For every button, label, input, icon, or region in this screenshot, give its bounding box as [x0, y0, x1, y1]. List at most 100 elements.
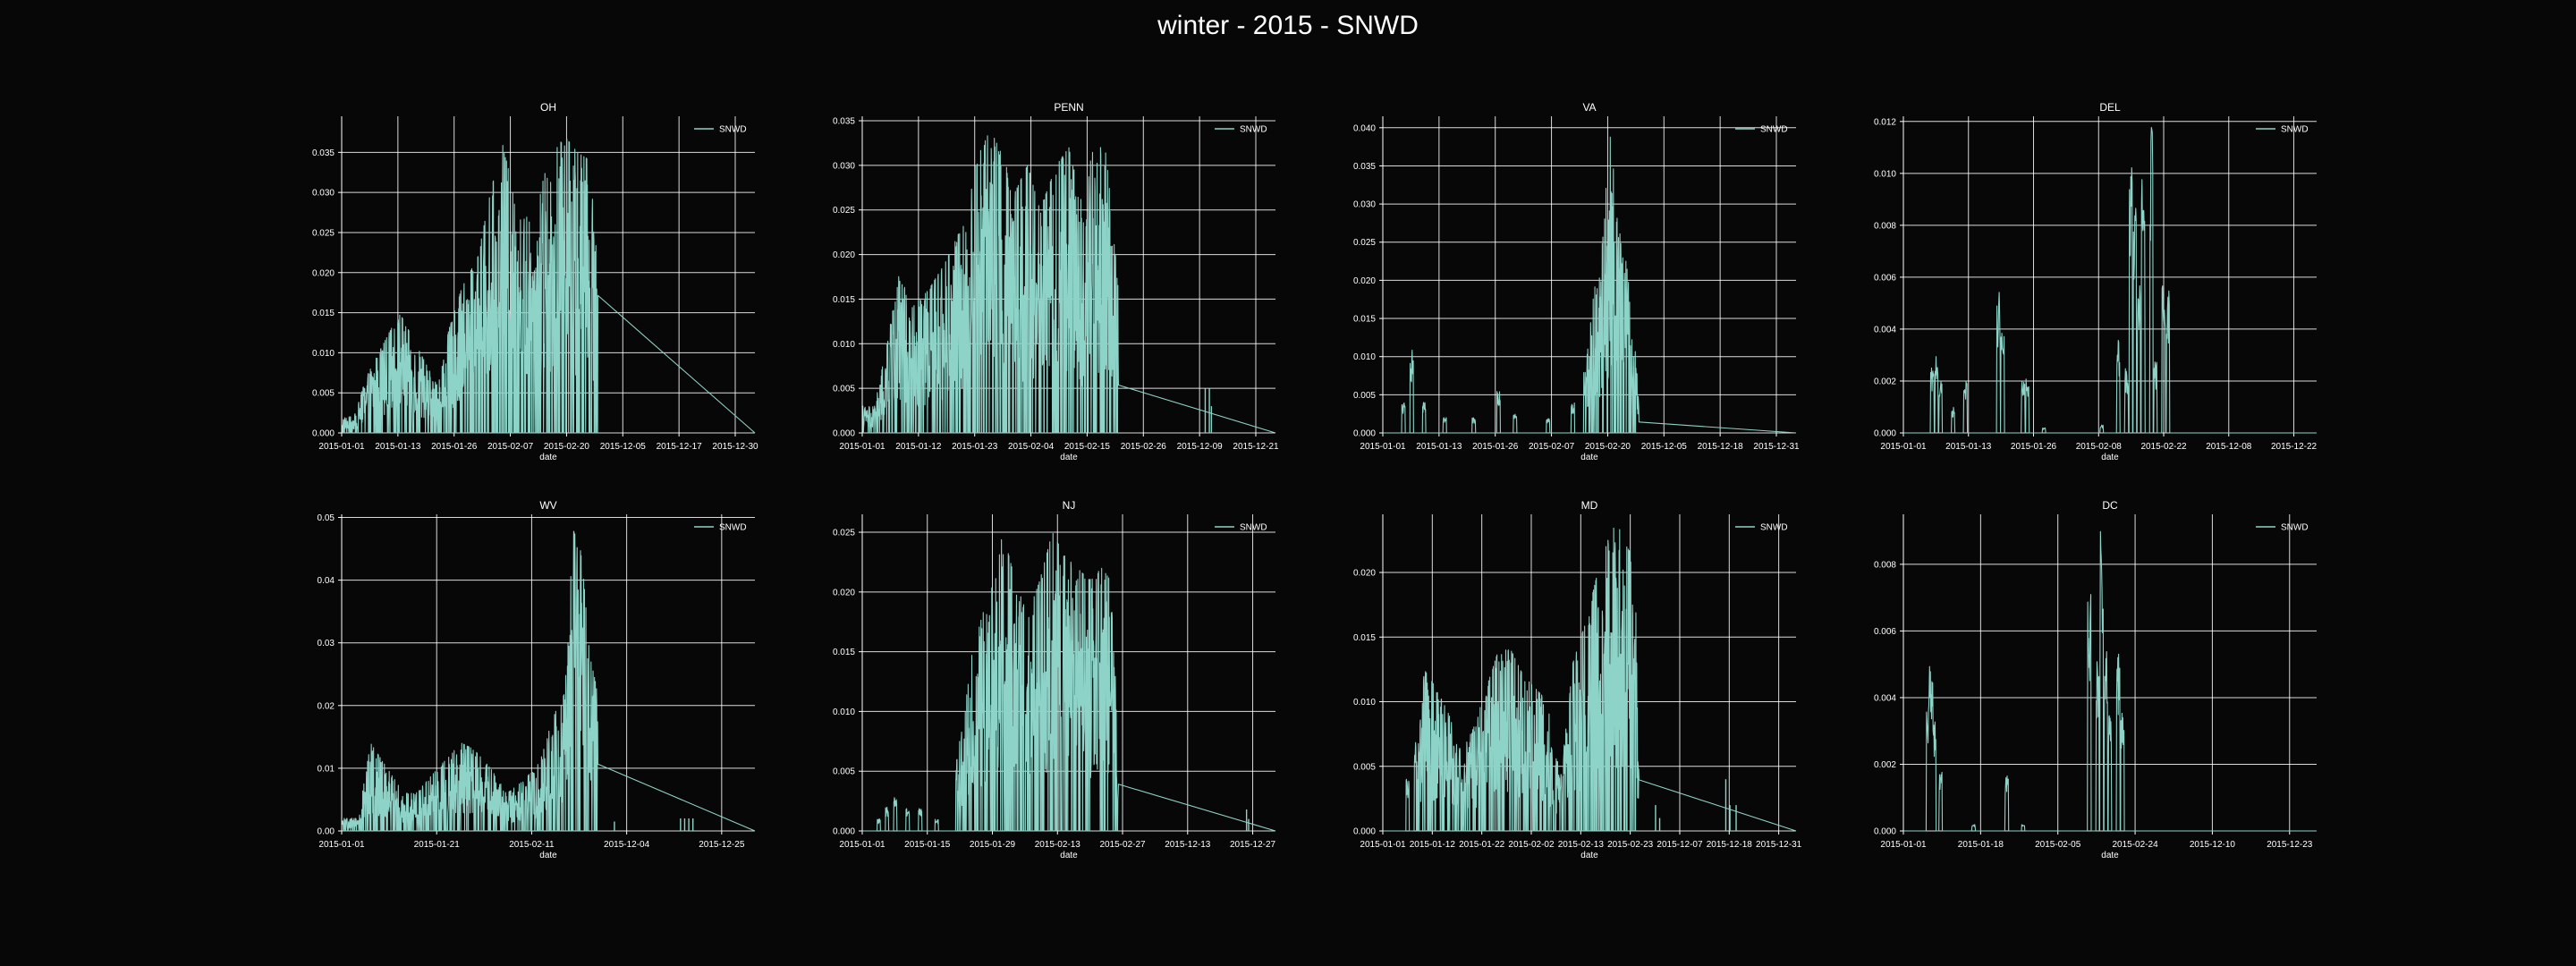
y-tick-label: 0.025	[833, 206, 855, 216]
y-tick-label: 0.015	[312, 309, 335, 318]
legend-label: SNWD	[1240, 523, 1267, 533]
y-tick-label: 0.040	[1353, 123, 1376, 133]
y-tick-label: 0.005	[312, 389, 335, 399]
snwd-series-line	[1382, 136, 1797, 434]
x-tick-label: 2015-02-20	[1585, 442, 1631, 452]
x-tick-label: 2015-02-23	[1607, 840, 1654, 850]
y-tick-label: 0.012	[1874, 117, 1896, 127]
chart-panel-md: MD 0.000 0.005 0.010 0.015 0.020 2015-01-01 201…	[1353, 499, 1802, 860]
y-tick-label: 0.006	[1874, 273, 1896, 283]
y-tick-label: 0.015	[833, 295, 855, 305]
legend-label: SNWD	[719, 125, 747, 135]
x-tick-label: 2015-02-08	[2076, 442, 2123, 452]
snwd-series-line	[341, 138, 756, 434]
x-tick-label: 2015-12-31	[1756, 840, 1802, 850]
panel-title: WV	[539, 499, 556, 512]
y-tick-label: 0.035	[833, 116, 855, 126]
y-tick-label: 0.04	[318, 576, 335, 586]
x-axis-label: date	[539, 851, 557, 860]
x-tick-label: 2015-12-07	[1657, 840, 1703, 850]
y-tick-label: 0.025	[833, 529, 855, 538]
snwd-series-line	[1902, 530, 2317, 832]
x-tick-label: 2015-01-12	[895, 442, 942, 452]
x-tick-label: 2015-01-13	[375, 442, 421, 452]
panel-title: NJ	[1063, 499, 1076, 512]
x-axis-label: date	[2101, 851, 2119, 860]
chart-panel-dc: DC 0.000 0.002 0.004 0.006 0.008 2015-01-01 201…	[1874, 499, 2317, 860]
y-tick-label: 0.020	[833, 588, 855, 597]
y-tick-label: 0.030	[312, 189, 335, 199]
legend-label: SNWD	[2281, 523, 2309, 533]
y-tick-label: 0.035	[1353, 162, 1376, 172]
y-tick-label: 0.010	[1874, 169, 1896, 179]
y-tick-label: 0.030	[1353, 200, 1376, 210]
y-tick-label: 0.035	[312, 148, 335, 158]
x-tick-label: 2015-12-31	[1753, 442, 1800, 452]
x-tick-label: 2015-12-13	[1165, 840, 1211, 850]
y-tick-label: 0.005	[833, 767, 855, 777]
y-tick-label: 0.01	[318, 764, 335, 774]
x-tick-label: 2015-01-26	[1472, 442, 1519, 452]
y-tick-label: 0.002	[1874, 760, 1896, 770]
legend-label: SNWD	[1760, 125, 1788, 135]
x-tick-label: 2015-01-01	[1360, 442, 1406, 452]
x-tick-label: 2015-01-22	[1459, 840, 1505, 850]
x-axis-label: date	[1580, 851, 1598, 860]
x-tick-label: 2015-01-01	[1880, 442, 1927, 452]
x-tick-label: 2015-12-05	[1641, 442, 1688, 452]
x-axis-label: date	[2101, 453, 2119, 462]
x-tick-label: 2015-01-18	[1958, 840, 2004, 850]
snwd-series-line	[861, 532, 1276, 832]
y-tick-label: 0.010	[1353, 698, 1376, 708]
x-tick-label: 2015-01-01	[318, 442, 365, 452]
y-tick-label: 0.000	[833, 429, 855, 439]
x-tick-label: 2015-01-23	[952, 442, 998, 452]
x-tick-label: 2015-02-22	[2140, 442, 2187, 452]
y-tick-label: 0.004	[1874, 325, 1896, 335]
y-tick-label: 0.000	[1874, 827, 1896, 837]
y-tick-label: 0.015	[1353, 315, 1376, 325]
x-tick-label: 2015-02-07	[487, 442, 534, 452]
figure-title: winter - 2015 - SNWD	[1157, 11, 1419, 40]
snwd-series-line	[1902, 126, 2317, 434]
y-tick-label: 0.025	[312, 228, 335, 238]
panel-title: MD	[1581, 499, 1598, 512]
x-tick-label: 2015-02-05	[2035, 840, 2081, 850]
x-tick-label: 2015-12-09	[1177, 442, 1224, 452]
x-tick-label: 2015-12-05	[600, 442, 647, 452]
x-axis-label: date	[539, 453, 557, 462]
y-tick-label: 0.020	[1353, 569, 1376, 579]
legend-label: SNWD	[2281, 125, 2309, 135]
x-tick-label: 2015-12-21	[1233, 442, 1279, 452]
legend-label: SNWD	[1240, 125, 1267, 135]
x-tick-label: 2015-01-01	[318, 840, 365, 850]
x-axis-label: date	[1060, 453, 1078, 462]
x-tick-label: 2015-12-04	[604, 840, 650, 850]
y-tick-label: 0.004	[1874, 693, 1896, 703]
x-tick-label: 2015-02-07	[1529, 442, 1575, 452]
x-tick-label: 2015-02-11	[509, 840, 555, 850]
x-tick-label: 2015-01-13	[1416, 442, 1462, 452]
y-tick-label: 0.03	[318, 639, 335, 648]
x-tick-label: 2015-02-15	[1064, 442, 1111, 452]
x-tick-label: 2015-02-24	[2112, 840, 2158, 850]
x-tick-label: 2015-12-18	[1707, 840, 1753, 850]
y-tick-label: 0.008	[1874, 221, 1896, 231]
y-tick-label: 0.00	[318, 827, 335, 837]
x-tick-label: 2015-12-27	[1230, 840, 1276, 850]
x-tick-label: 2015-01-26	[431, 442, 478, 452]
chart-panel-penn: PENN 0.000 0.005 0.010 0.015 0.020 0.025 0.030 0…	[833, 101, 1279, 462]
x-tick-label: 2015-12-30	[712, 442, 758, 452]
chart-panel-del: DEL 0.000 0.002 0.004 0.006 0.008 0.010 0.012 20…	[1874, 101, 2318, 462]
legend-label: SNWD	[1760, 523, 1788, 533]
y-tick-label: 0.006	[1874, 627, 1896, 637]
x-tick-label: 2015-02-02	[1508, 840, 1555, 850]
panel-title: OH	[540, 101, 556, 114]
panel-title: DEL	[2099, 101, 2121, 114]
x-axis-label: date	[1580, 453, 1598, 462]
x-tick-label: 2015-01-01	[839, 840, 886, 850]
y-tick-label: 0.05	[318, 513, 335, 523]
x-tick-label: 2015-01-29	[970, 840, 1016, 850]
